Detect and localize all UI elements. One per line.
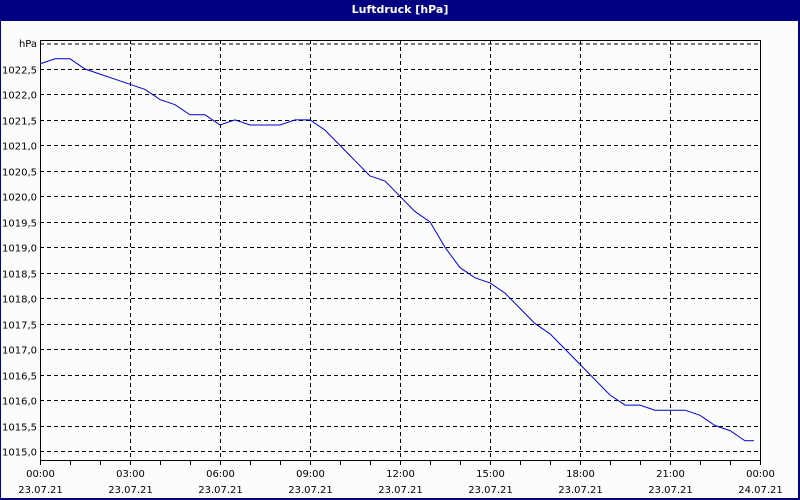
y-tick-label: 1018,0 bbox=[2, 295, 37, 306]
x-tick-date: 23.07.21 bbox=[198, 485, 243, 496]
y-tick-label: 1016,0 bbox=[2, 397, 37, 408]
x-tick-time: 09:00 bbox=[296, 469, 325, 480]
pressure-series-line bbox=[39, 58, 754, 442]
x-tick-date: 23.07.21 bbox=[18, 485, 63, 496]
y-tick-label: 1019,0 bbox=[2, 244, 37, 255]
x-tick-date: 24.07.21 bbox=[738, 485, 783, 496]
y-tick-label: 1015,5 bbox=[2, 423, 37, 434]
x-tick-date: 23.07.21 bbox=[648, 485, 693, 496]
x-tick-time: 03:00 bbox=[116, 469, 145, 480]
x-tick-date: 23.07.21 bbox=[108, 485, 153, 496]
x-tick-date: 23.07.21 bbox=[558, 485, 603, 496]
x-tick-date: 23.07.21 bbox=[468, 485, 513, 496]
chart-title: Luftdruck [hPa] bbox=[351, 3, 449, 16]
y-tick-label: 1017,0 bbox=[2, 346, 37, 357]
y-tick-label: 1021,5 bbox=[2, 117, 37, 128]
x-tick-time: 06:00 bbox=[206, 469, 235, 480]
y-tick-label: 1016,5 bbox=[2, 372, 37, 383]
x-tick-time: 00:00 bbox=[746, 469, 775, 480]
x-tick-time: 18:00 bbox=[566, 469, 595, 480]
y-tick-label: 1020,5 bbox=[2, 168, 37, 179]
y-tick-label: 1019,5 bbox=[2, 219, 37, 230]
x-tick-time: 15:00 bbox=[476, 469, 505, 480]
x-tick-date: 23.07.21 bbox=[288, 485, 333, 496]
y-tick-label: 1018,5 bbox=[2, 270, 37, 281]
x-tick-date: 23.07.21 bbox=[378, 485, 423, 496]
y-tick-label: 1021,0 bbox=[2, 142, 37, 153]
y-axis-unit-label: hPa bbox=[19, 39, 37, 50]
x-tick-time: 21:00 bbox=[656, 469, 685, 480]
y-tick-label: 1020,0 bbox=[2, 193, 37, 204]
chart-panel bbox=[1, 21, 798, 498]
y-tick-label: 1022,0 bbox=[2, 91, 37, 102]
y-tick-label: 1022,5 bbox=[2, 66, 37, 77]
y-tick-label: 1017,5 bbox=[2, 321, 37, 332]
y-tick-label: 1015,0 bbox=[2, 448, 37, 459]
x-tick-time: 12:00 bbox=[386, 469, 415, 480]
x-tick-time: 00:00 bbox=[26, 469, 55, 480]
